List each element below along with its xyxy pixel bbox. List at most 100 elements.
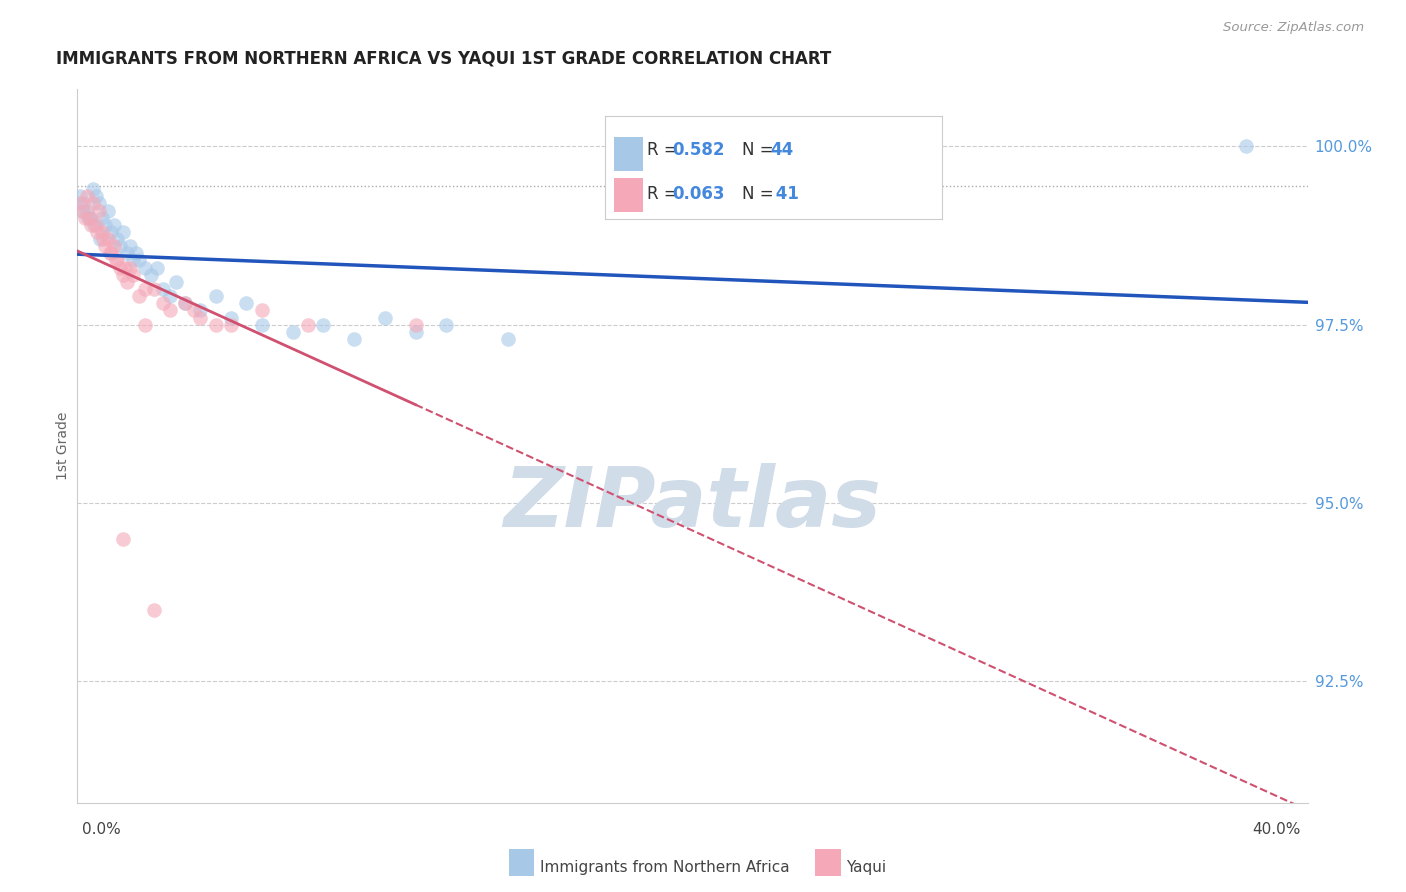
Point xyxy=(79,211,101,225)
Point xyxy=(104,253,127,268)
Point xyxy=(84,218,107,232)
Point xyxy=(110,239,132,253)
Point xyxy=(250,318,273,332)
Point xyxy=(204,289,226,303)
Point xyxy=(73,211,96,225)
Text: Source: ZipAtlas.com: Source: ZipAtlas.com xyxy=(1223,21,1364,34)
Point xyxy=(183,303,205,318)
Point xyxy=(100,246,122,260)
Text: IMMIGRANTS FROM NORTHERN AFRICA VS YAQUI 1ST GRADE CORRELATION CHART: IMMIGRANTS FROM NORTHERN AFRICA VS YAQUI… xyxy=(56,49,831,67)
Point xyxy=(219,310,242,325)
Point xyxy=(141,268,163,282)
Point xyxy=(103,218,125,232)
Point xyxy=(86,225,108,239)
Point xyxy=(235,296,257,310)
Point xyxy=(143,603,166,617)
Point xyxy=(312,318,335,332)
Text: N =: N = xyxy=(742,186,779,203)
Point xyxy=(174,296,197,310)
Point xyxy=(90,211,114,225)
Text: Yaqui: Yaqui xyxy=(846,860,887,874)
Point xyxy=(114,260,136,275)
Point xyxy=(204,318,226,332)
Point xyxy=(496,332,519,346)
Point xyxy=(143,282,166,296)
Point xyxy=(97,232,120,246)
Point xyxy=(105,253,128,268)
Text: R =: R = xyxy=(647,186,683,203)
Point xyxy=(97,203,120,218)
Point xyxy=(83,218,105,232)
Point xyxy=(405,325,427,339)
Text: ZIPatlas: ZIPatlas xyxy=(503,463,882,543)
Point xyxy=(112,268,135,282)
Point xyxy=(125,246,148,260)
Text: R =: R = xyxy=(647,141,683,159)
Point xyxy=(165,275,187,289)
Point xyxy=(110,260,132,275)
Text: 0.0%: 0.0% xyxy=(82,822,121,837)
Point xyxy=(69,189,91,203)
Point xyxy=(159,289,181,303)
Point xyxy=(118,239,141,253)
Point xyxy=(405,318,427,332)
Point xyxy=(69,196,91,211)
Point xyxy=(121,268,143,282)
Point xyxy=(79,211,101,225)
Point xyxy=(128,289,150,303)
Point xyxy=(105,232,128,246)
Y-axis label: 1st Grade: 1st Grade xyxy=(56,412,70,480)
Point xyxy=(121,253,143,268)
Point xyxy=(76,189,98,203)
Point xyxy=(72,203,94,218)
Point xyxy=(297,318,319,332)
Point xyxy=(1234,139,1257,153)
Point xyxy=(89,232,111,246)
Point xyxy=(82,182,104,196)
Text: 0.063: 0.063 xyxy=(672,186,724,203)
Point xyxy=(90,225,114,239)
Point xyxy=(219,318,242,332)
Point xyxy=(103,239,125,253)
Point xyxy=(112,225,135,239)
Point xyxy=(436,318,458,332)
Point xyxy=(281,325,304,339)
Point xyxy=(250,303,273,318)
Point xyxy=(70,203,93,218)
Point xyxy=(94,239,117,253)
Point xyxy=(190,303,212,318)
Point xyxy=(84,189,107,203)
Point xyxy=(146,260,169,275)
Point xyxy=(343,332,366,346)
Text: 40.0%: 40.0% xyxy=(1253,822,1301,837)
Point xyxy=(77,211,100,225)
Point xyxy=(94,218,117,232)
Point xyxy=(134,282,156,296)
Point xyxy=(128,253,150,268)
Point xyxy=(134,318,156,332)
Point xyxy=(100,225,122,239)
Point xyxy=(374,310,396,325)
Point xyxy=(159,303,181,318)
Point xyxy=(115,246,138,260)
Point xyxy=(174,296,197,310)
Point xyxy=(82,196,104,211)
Text: 41: 41 xyxy=(770,186,800,203)
Point xyxy=(190,310,212,325)
Point xyxy=(152,282,174,296)
Point xyxy=(134,260,156,275)
Point xyxy=(112,532,135,546)
Text: 0.582: 0.582 xyxy=(672,141,724,159)
Point xyxy=(93,232,115,246)
Point xyxy=(115,275,138,289)
Text: N =: N = xyxy=(742,141,779,159)
Text: Immigrants from Northern Africa: Immigrants from Northern Africa xyxy=(540,860,790,874)
Point xyxy=(152,296,174,310)
Point xyxy=(76,203,98,218)
Text: 44: 44 xyxy=(770,141,794,159)
Point xyxy=(72,196,94,211)
Point xyxy=(87,203,110,218)
Point xyxy=(87,196,110,211)
Point xyxy=(118,260,141,275)
Point xyxy=(98,246,121,260)
